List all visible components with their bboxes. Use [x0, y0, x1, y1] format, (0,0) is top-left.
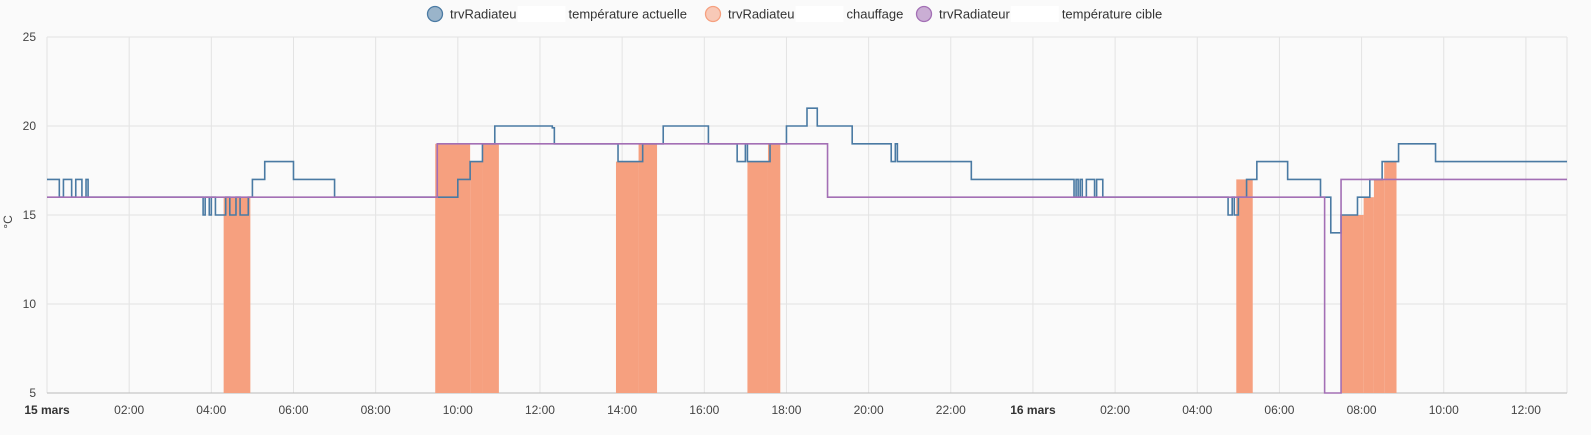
legend-item[interactable]: trvRadiateur température cible	[915, 5, 1163, 23]
legend-redaction	[1010, 6, 1059, 22]
y-tick-label: 15	[23, 208, 37, 222]
legend-swatch	[704, 5, 722, 23]
heating-block	[1384, 161, 1397, 393]
x-tick-label: 08:00	[1347, 403, 1377, 417]
series-lines	[47, 107, 1567, 394]
heating-block	[482, 143, 499, 393]
heating-block	[1236, 179, 1253, 393]
y-tick-label: 10	[23, 297, 37, 311]
legend-label-prefix: trvRadiateu	[728, 7, 794, 22]
legend-label-suffix: température actuelle	[568, 7, 687, 22]
series-line-température-cible	[47, 143, 1567, 394]
x-tick-label: 04:00	[1182, 403, 1212, 417]
legend-swatch	[915, 5, 933, 23]
heating-areas	[223, 143, 1397, 393]
x-tick-label: 14:00	[607, 403, 637, 417]
heating-block	[470, 161, 483, 393]
x-tick-label: 16:00	[689, 403, 719, 417]
x-tick-label: 15 mars	[24, 403, 70, 417]
legend-item[interactable]: trvRadiateu température actuelle	[426, 5, 688, 23]
heating-block	[615, 161, 639, 393]
x-tick-label: 10:00	[443, 403, 473, 417]
x-tick-label: 18:00	[771, 403, 801, 417]
series-line-température-actuelle	[47, 107, 1567, 234]
heating-block	[1363, 197, 1374, 393]
x-tick-label: 20:00	[854, 403, 884, 417]
x-tick-label: 12:00	[525, 403, 555, 417]
legend-redaction	[517, 6, 566, 22]
y-axis-label: °C	[1, 215, 15, 229]
y-tick-label: 20	[23, 119, 37, 133]
legend-swatch	[426, 5, 444, 23]
heating-block	[1373, 179, 1385, 393]
heating-block	[223, 197, 251, 393]
x-tick-label: 10:00	[1429, 403, 1459, 417]
x-tick-label: 12:00	[1511, 403, 1541, 417]
legend-label-prefix: trvRadiateu	[450, 7, 516, 22]
legend[interactable]: trvRadiateu température actuelle trvRadiat…	[426, 5, 1163, 23]
x-tick-label: 06:00	[1264, 403, 1294, 417]
heating-block	[767, 143, 781, 393]
x-tick-label: 04:00	[196, 403, 226, 417]
legend-label-prefix: trvRadiateur	[939, 7, 1010, 22]
legend-label-suffix: température cible	[1062, 7, 1162, 22]
x-tick-label: 02:00	[114, 403, 144, 417]
y-tick-label: 5	[29, 386, 36, 400]
x-tick-label: 02:00	[1100, 403, 1130, 417]
heating-block	[1341, 215, 1364, 393]
heating-block	[435, 143, 471, 393]
x-tick-label: 22:00	[936, 403, 966, 417]
grid	[46, 36, 1568, 394]
x-tick-label: 08:00	[361, 403, 391, 417]
x-tick-label: 16 mars	[1010, 403, 1056, 417]
x-axis: 15 mars 02:00 04:00 06:00 08:00 10:00 12:00 14:…	[24, 403, 1541, 417]
legend-item[interactable]: trvRadiateu chauffage	[704, 5, 904, 23]
y-tick-label: 25	[23, 30, 37, 44]
y-axis: 5 10 15 20 25	[23, 30, 37, 400]
heating-block	[638, 143, 658, 393]
heating-block	[747, 161, 768, 393]
legend-label-suffix: chauffage	[846, 7, 903, 22]
legend-redaction	[795, 6, 844, 22]
x-tick-label: 06:00	[278, 403, 308, 417]
